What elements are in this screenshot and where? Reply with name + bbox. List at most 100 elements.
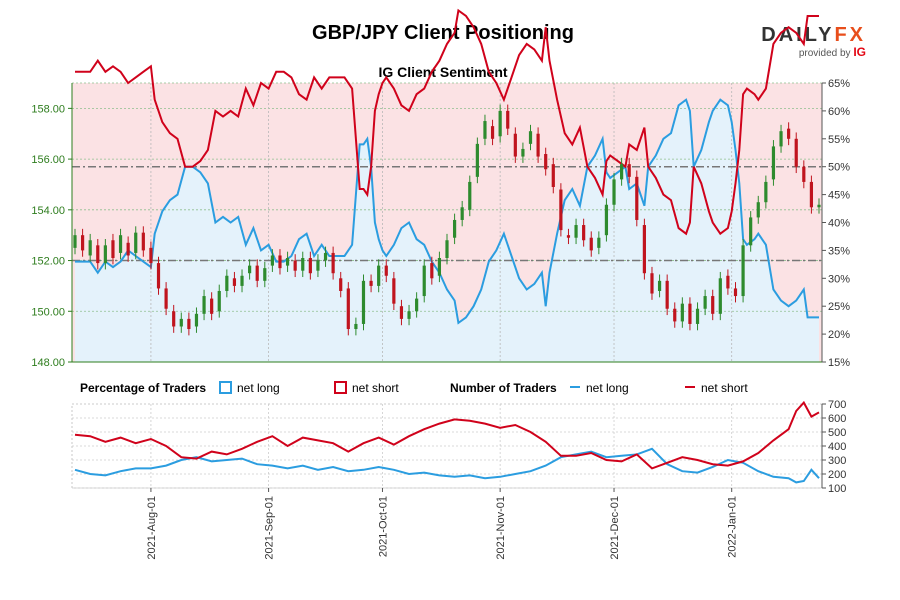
percent-tick-label: 50%: [828, 162, 850, 174]
candle-body: [642, 225, 646, 274]
net-long-traders-line: [74, 447, 820, 484]
logo-wordmark: DAILYFX: [761, 24, 866, 47]
net-long-percent-line: [75, 98, 819, 325]
candle-body: [172, 311, 176, 327]
candle-body: [475, 143, 479, 177]
candle-body: [407, 311, 411, 319]
percent-tick-label: 65%: [828, 78, 850, 90]
candle-body: [149, 247, 153, 264]
candle-body: [802, 166, 806, 182]
percentage-short-swatch: [334, 381, 347, 394]
percent-tick-label: 20%: [828, 329, 850, 341]
candle-body: [217, 290, 221, 312]
candle-body: [369, 280, 373, 286]
percent-tick-label: 35%: [828, 245, 850, 257]
candle-body: [354, 323, 358, 330]
logo-provider: provided by IG: [761, 45, 866, 59]
page-title: GBP/JPY Client Positioning: [312, 22, 574, 44]
candle-body: [210, 298, 214, 314]
candle-body: [749, 217, 753, 246]
net-short-traders-line: [74, 400, 820, 470]
candle-body: [559, 189, 563, 231]
number-short-label: net short: [701, 381, 748, 395]
candle-body: [711, 296, 715, 314]
candle-body: [680, 303, 684, 322]
candle-body: [141, 232, 145, 251]
candle-body: [657, 280, 662, 291]
candle-body: [415, 298, 419, 312]
price-tick-label: 158.00: [31, 103, 65, 115]
traders-panel: 100 200 300 400 500 600 700: [71, 399, 846, 495]
candle-body: [156, 263, 161, 289]
logo-brand-main: DAILY: [761, 24, 835, 46]
candle-body: [240, 275, 244, 286]
percent-tick-label: 40%: [828, 218, 850, 230]
candle-body: [695, 308, 700, 324]
chart-legend: Percentage of Traders net long net short…: [80, 381, 748, 395]
candle-body: [787, 128, 791, 139]
candle-body: [377, 265, 381, 286]
candle-body: [521, 148, 525, 157]
candle-body: [430, 263, 434, 279]
candle-body: [506, 110, 510, 129]
candle-body: [346, 288, 350, 330]
candle-body: [339, 278, 343, 291]
candle-body: [635, 176, 639, 220]
candle-body: [361, 280, 366, 324]
candle-body: [536, 133, 540, 157]
chart-subtitle: IG Client Sentiment: [378, 64, 507, 80]
candle-body: [80, 235, 85, 251]
candle-body: [490, 126, 495, 139]
candle-body: [73, 235, 77, 248]
candle-body: [483, 121, 487, 139]
candle-body: [399, 306, 404, 319]
candle-body: [285, 258, 290, 266]
candle-body: [270, 255, 274, 266]
price-tick-label: 150.00: [31, 306, 65, 318]
percent-tick-label: 45%: [828, 190, 850, 202]
logo-provider-name: IG: [853, 45, 866, 59]
traders-tick-label: 600: [828, 413, 846, 425]
candle-body: [225, 275, 229, 291]
candle-body: [323, 252, 328, 261]
candle-body: [673, 308, 677, 322]
percentage-short-label: net short: [352, 381, 399, 395]
candle-body: [544, 154, 548, 170]
percent-tick-label: 55%: [828, 134, 850, 146]
candle-body: [817, 204, 821, 208]
price-panel: 148.00 150.00 152.00 154.00 156.00 158.00 15% 2…: [31, 8, 850, 369]
price-tick-label: 152.00: [31, 256, 65, 268]
candle-body: [316, 260, 320, 271]
candle-body: [604, 204, 609, 236]
candle-body: [688, 303, 692, 324]
candle-body: [308, 258, 312, 274]
candle-body: [741, 245, 745, 297]
percent-tick-label: 15%: [828, 357, 850, 369]
date-tick-label: 2021-Aug-01: [146, 496, 158, 560]
candle-body: [187, 318, 191, 330]
candle-body: [809, 181, 814, 208]
candle-body: [756, 202, 760, 218]
candle-body: [118, 235, 123, 253]
percentage-legend-heading: Percentage of Traders: [80, 381, 206, 395]
candle-body: [88, 240, 92, 256]
candle-body: [718, 278, 722, 314]
date-tick-label: 2021-Sep-01: [264, 496, 276, 560]
candle-body: [582, 225, 586, 241]
net-long-area: [75, 99, 819, 362]
logo-brand-fx: FX: [834, 24, 866, 46]
candle-body: [468, 181, 472, 210]
candle-body: [392, 278, 396, 304]
candle-body: [597, 237, 601, 248]
percent-tick-label: 30%: [828, 273, 850, 285]
candle-body: [498, 110, 502, 137]
candle-body: [551, 164, 555, 187]
candle-body: [384, 265, 388, 276]
candle-body: [103, 245, 107, 264]
logo-provided-by: provided by: [798, 48, 851, 59]
candle-body: [164, 288, 168, 309]
price-tick-label: 154.00: [31, 205, 65, 217]
candle-body: [248, 265, 252, 274]
candle-body: [445, 240, 449, 259]
